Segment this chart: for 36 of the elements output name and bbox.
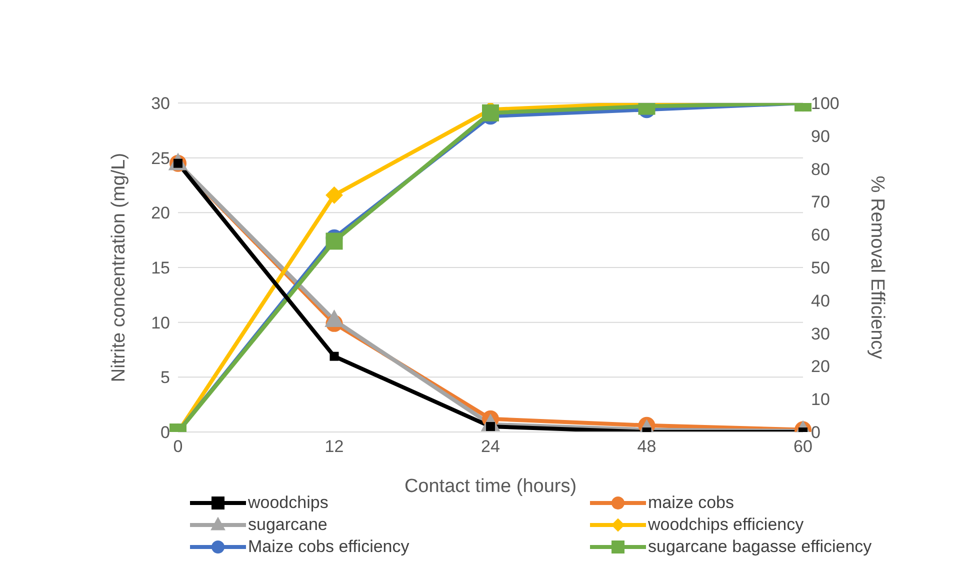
y-axis-title: Nitrite concentration (mg/L) xyxy=(108,152,130,382)
y2-tick-label: 50 xyxy=(811,258,830,278)
point xyxy=(330,352,339,361)
x-tick-label: 0 xyxy=(173,437,183,456)
x-tick-label: 48 xyxy=(637,437,656,456)
y-tick-label: 20 xyxy=(151,204,170,223)
y2-tick-label: 0 xyxy=(811,423,820,442)
y2-tick-label: 80 xyxy=(811,160,830,179)
y2-tick-label: 30 xyxy=(811,324,830,344)
y2-tick-label: 70 xyxy=(811,192,830,212)
legend-label: woodchips efficiency xyxy=(648,515,804,535)
y-tick-label: 25 xyxy=(151,148,170,168)
x-tick-label: 24 xyxy=(481,437,500,456)
legend-label: maize cobs xyxy=(648,493,734,513)
y2-axis-title: % Removal Efficiency xyxy=(866,176,888,360)
y2-tick-label: 100 xyxy=(811,94,840,114)
point xyxy=(324,310,344,328)
x-tick-label: 60 xyxy=(794,437,812,456)
x-tick-label: 12 xyxy=(324,437,344,456)
point xyxy=(326,232,343,250)
y2-tick-label: 10 xyxy=(811,390,830,410)
y-tick-label: 10 xyxy=(151,313,170,332)
y-tick-label: 5 xyxy=(160,368,170,388)
y-tick-label: 0 xyxy=(160,423,170,442)
x-axis-title: Contact time (hours) xyxy=(404,476,577,497)
legend-label: sugarcane xyxy=(248,515,328,535)
point xyxy=(326,186,343,204)
legend-label: Maize cobs efficiency xyxy=(248,537,410,557)
y2-tick-label: 90 xyxy=(811,126,830,146)
y-tick-label: 15 xyxy=(151,258,170,278)
legend-label: woodchips xyxy=(248,493,328,513)
y2-tick-label: 20 xyxy=(811,357,830,376)
y-tick-label: 30 xyxy=(151,94,170,114)
y2-tick-label: 60 xyxy=(811,226,830,245)
y2-tick-label: 40 xyxy=(811,291,830,310)
legend-label: sugarcane bagasse efficiency xyxy=(648,537,872,557)
